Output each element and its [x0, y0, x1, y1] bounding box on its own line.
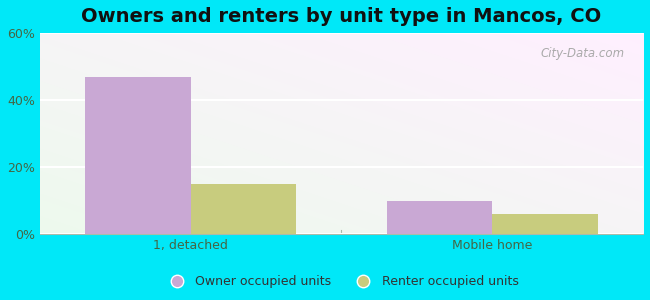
Text: City-Data.com: City-Data.com — [541, 47, 625, 60]
Bar — [85, 76, 190, 234]
Title: Owners and renters by unit type in Mancos, CO: Owners and renters by unit type in Manco… — [81, 7, 601, 26]
Bar — [190, 184, 296, 234]
Bar — [492, 214, 598, 234]
Bar — [387, 200, 492, 234]
Legend: Owner occupied units, Renter occupied units: Owner occupied units, Renter occupied un… — [159, 270, 523, 293]
